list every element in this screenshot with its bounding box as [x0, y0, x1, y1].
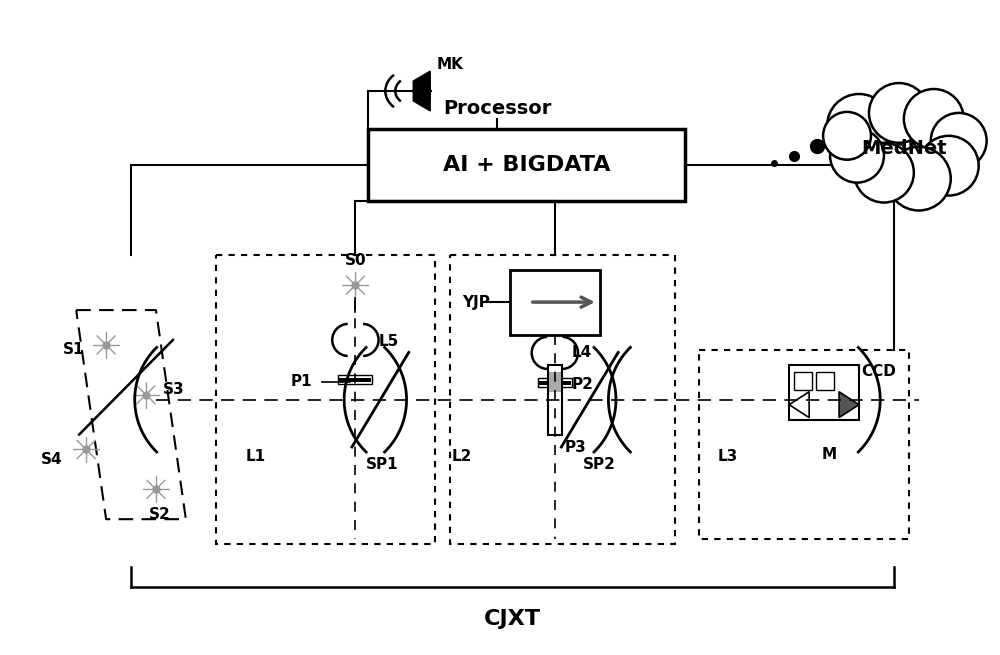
Bar [548, 365, 562, 434]
Bar [789, 365, 859, 420]
Bar [450, 255, 675, 544]
Bar [368, 129, 685, 200]
Polygon shape [789, 392, 809, 418]
Text: L4: L4 [572, 345, 592, 360]
Text: SP2: SP2 [583, 457, 616, 472]
Text: S3: S3 [163, 383, 185, 397]
Text: Processor: Processor [443, 100, 551, 119]
Bar [338, 375, 372, 384]
Text: CJXT: CJXT [483, 608, 540, 629]
Bar [339, 378, 371, 382]
Bar [816, 372, 834, 390]
Text: MedNet: MedNet [861, 140, 947, 159]
Circle shape [931, 113, 987, 169]
Circle shape [919, 136, 979, 196]
Text: P1: P1 [291, 374, 312, 389]
Bar [539, 381, 571, 384]
Text: L3: L3 [717, 449, 737, 464]
Circle shape [904, 89, 964, 149]
Circle shape [830, 129, 884, 183]
Bar [538, 379, 572, 387]
Text: L5: L5 [378, 335, 399, 349]
Text: P3: P3 [565, 440, 587, 455]
Circle shape [887, 147, 951, 210]
Polygon shape [413, 71, 430, 111]
Text: M: M [822, 447, 837, 462]
Circle shape [827, 94, 891, 158]
Text: S4: S4 [41, 452, 63, 467]
Bar [216, 255, 435, 544]
Circle shape [823, 112, 871, 160]
Text: S2: S2 [149, 507, 171, 521]
Text: YJP: YJP [462, 295, 490, 310]
Text: AI + BIGDATA: AI + BIGDATA [443, 155, 611, 175]
Text: SP1: SP1 [366, 457, 399, 472]
Text: CCD: CCD [861, 364, 896, 379]
Bar [699, 350, 909, 539]
Text: MK: MK [436, 57, 463, 72]
Text: S0: S0 [345, 253, 366, 269]
Circle shape [854, 143, 914, 202]
Bar [413, 81, 431, 101]
Text: P2: P2 [572, 377, 594, 392]
Bar [549, 372, 561, 392]
Polygon shape [839, 392, 859, 418]
Text: L2: L2 [452, 449, 472, 464]
Text: L1: L1 [246, 449, 266, 464]
Circle shape [869, 83, 929, 143]
Text: S1: S1 [63, 343, 85, 358]
Bar [510, 271, 600, 335]
Bar [794, 372, 812, 390]
